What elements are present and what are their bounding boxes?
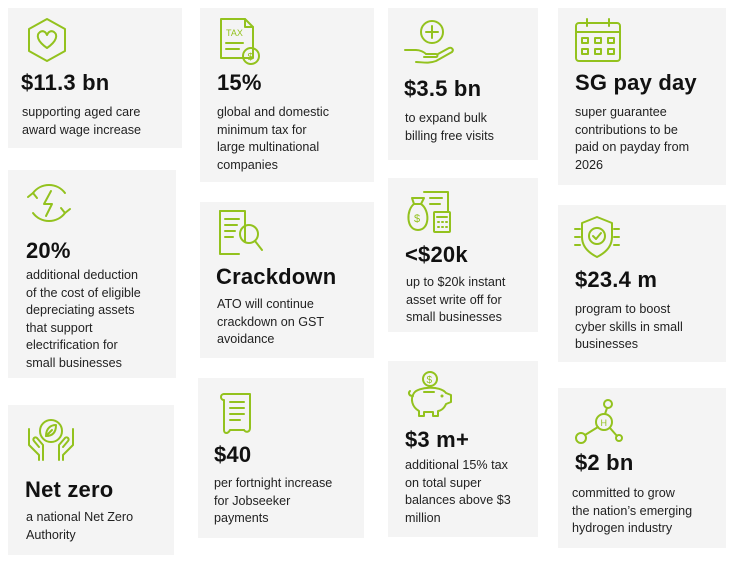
card-minimum-tax: TAX $ 15% global and domestic minimum ta… bbox=[200, 8, 374, 182]
svg-text:$: $ bbox=[427, 375, 433, 386]
card-gst-crackdown: Crackdown ATO will continue crackdown on… bbox=[200, 202, 374, 358]
description: to expand bulk billing free visits bbox=[405, 111, 494, 143]
description: super guarantee contributions to be paid… bbox=[575, 105, 690, 172]
description: program to boost cyber skills in small b… bbox=[575, 302, 683, 352]
svg-text:$: $ bbox=[248, 52, 254, 63]
card-net-zero: Net zero a national Net Zero Authority bbox=[8, 405, 174, 555]
heart-hexagon-icon bbox=[23, 16, 71, 64]
card-hydrogen: H $2 bn committed to grow the nation’s e… bbox=[558, 388, 726, 548]
calendar-icon bbox=[573, 16, 623, 64]
card-aged-care: $11.3 bn supporting aged care award wage… bbox=[8, 8, 182, 148]
card-electrification: 20% additional deduction of the cost of … bbox=[8, 170, 176, 378]
headline: SG pay day bbox=[575, 70, 697, 95]
shield-check-icon bbox=[572, 213, 622, 261]
headline: $3.5 bn bbox=[404, 76, 482, 101]
piggy-bank-icon: $ bbox=[404, 369, 456, 417]
svg-text:H: H bbox=[601, 418, 608, 428]
card-sg-pay-day: SG pay day super guarantee contributions… bbox=[558, 8, 726, 185]
medical-hand-icon bbox=[402, 18, 456, 66]
hydrogen-molecule-icon: H bbox=[572, 396, 624, 444]
tax-document-icon: TAX $ bbox=[215, 16, 263, 68]
description: committed to grow the nation’s emerging … bbox=[572, 486, 693, 536]
headline: Crackdown bbox=[216, 264, 337, 289]
card-super-tax: $ $3 m+ additional 15% tax on total supe… bbox=[388, 361, 538, 537]
money-bag-receipt-icon: $ bbox=[404, 186, 456, 236]
scroll-document-icon bbox=[214, 388, 262, 436]
svg-text:TAX: TAX bbox=[226, 28, 243, 38]
electric-plug-cycle-icon bbox=[25, 179, 73, 227]
description: a national Net Zero Authority bbox=[26, 510, 134, 542]
leaf-hands-icon bbox=[25, 413, 77, 463]
headline: 20% bbox=[26, 238, 71, 263]
description: ATO will continue crackdown on GST avoid… bbox=[217, 297, 325, 347]
headline: Net zero bbox=[25, 477, 114, 502]
card-bulk-billing: $3.5 bn to expand bulk billing free visi… bbox=[388, 8, 538, 160]
headline: <$20k bbox=[405, 242, 468, 267]
document-magnifier-icon bbox=[215, 208, 265, 260]
headline: $23.4 m bbox=[575, 267, 658, 292]
card-instant-asset-write-off: $ <$20k up to $20k instant asset write o… bbox=[388, 178, 538, 332]
headline: 15% bbox=[217, 70, 262, 95]
description: global and domestic minimum tax for larg… bbox=[217, 105, 330, 172]
headline: $40 bbox=[214, 442, 252, 467]
svg-text:$: $ bbox=[414, 213, 420, 225]
headline: $2 bn bbox=[575, 450, 634, 475]
description: additional 15% tax on total super balanc… bbox=[405, 458, 511, 525]
description: up to $20k instant asset write off for s… bbox=[406, 275, 506, 325]
description: supporting aged care award wage increase bbox=[22, 105, 142, 137]
card-cyber-skills: $23.4 m program to boost cyber skills in… bbox=[558, 205, 726, 362]
headline: $3 m+ bbox=[405, 427, 469, 452]
description: additional deduction of the cost of elig… bbox=[26, 268, 141, 370]
card-jobseeker: $40 per fortnight increase for Jobseeker… bbox=[198, 378, 364, 538]
headline: $11.3 bn bbox=[21, 70, 110, 95]
description: per fortnight increase for Jobseeker pay… bbox=[214, 476, 333, 526]
